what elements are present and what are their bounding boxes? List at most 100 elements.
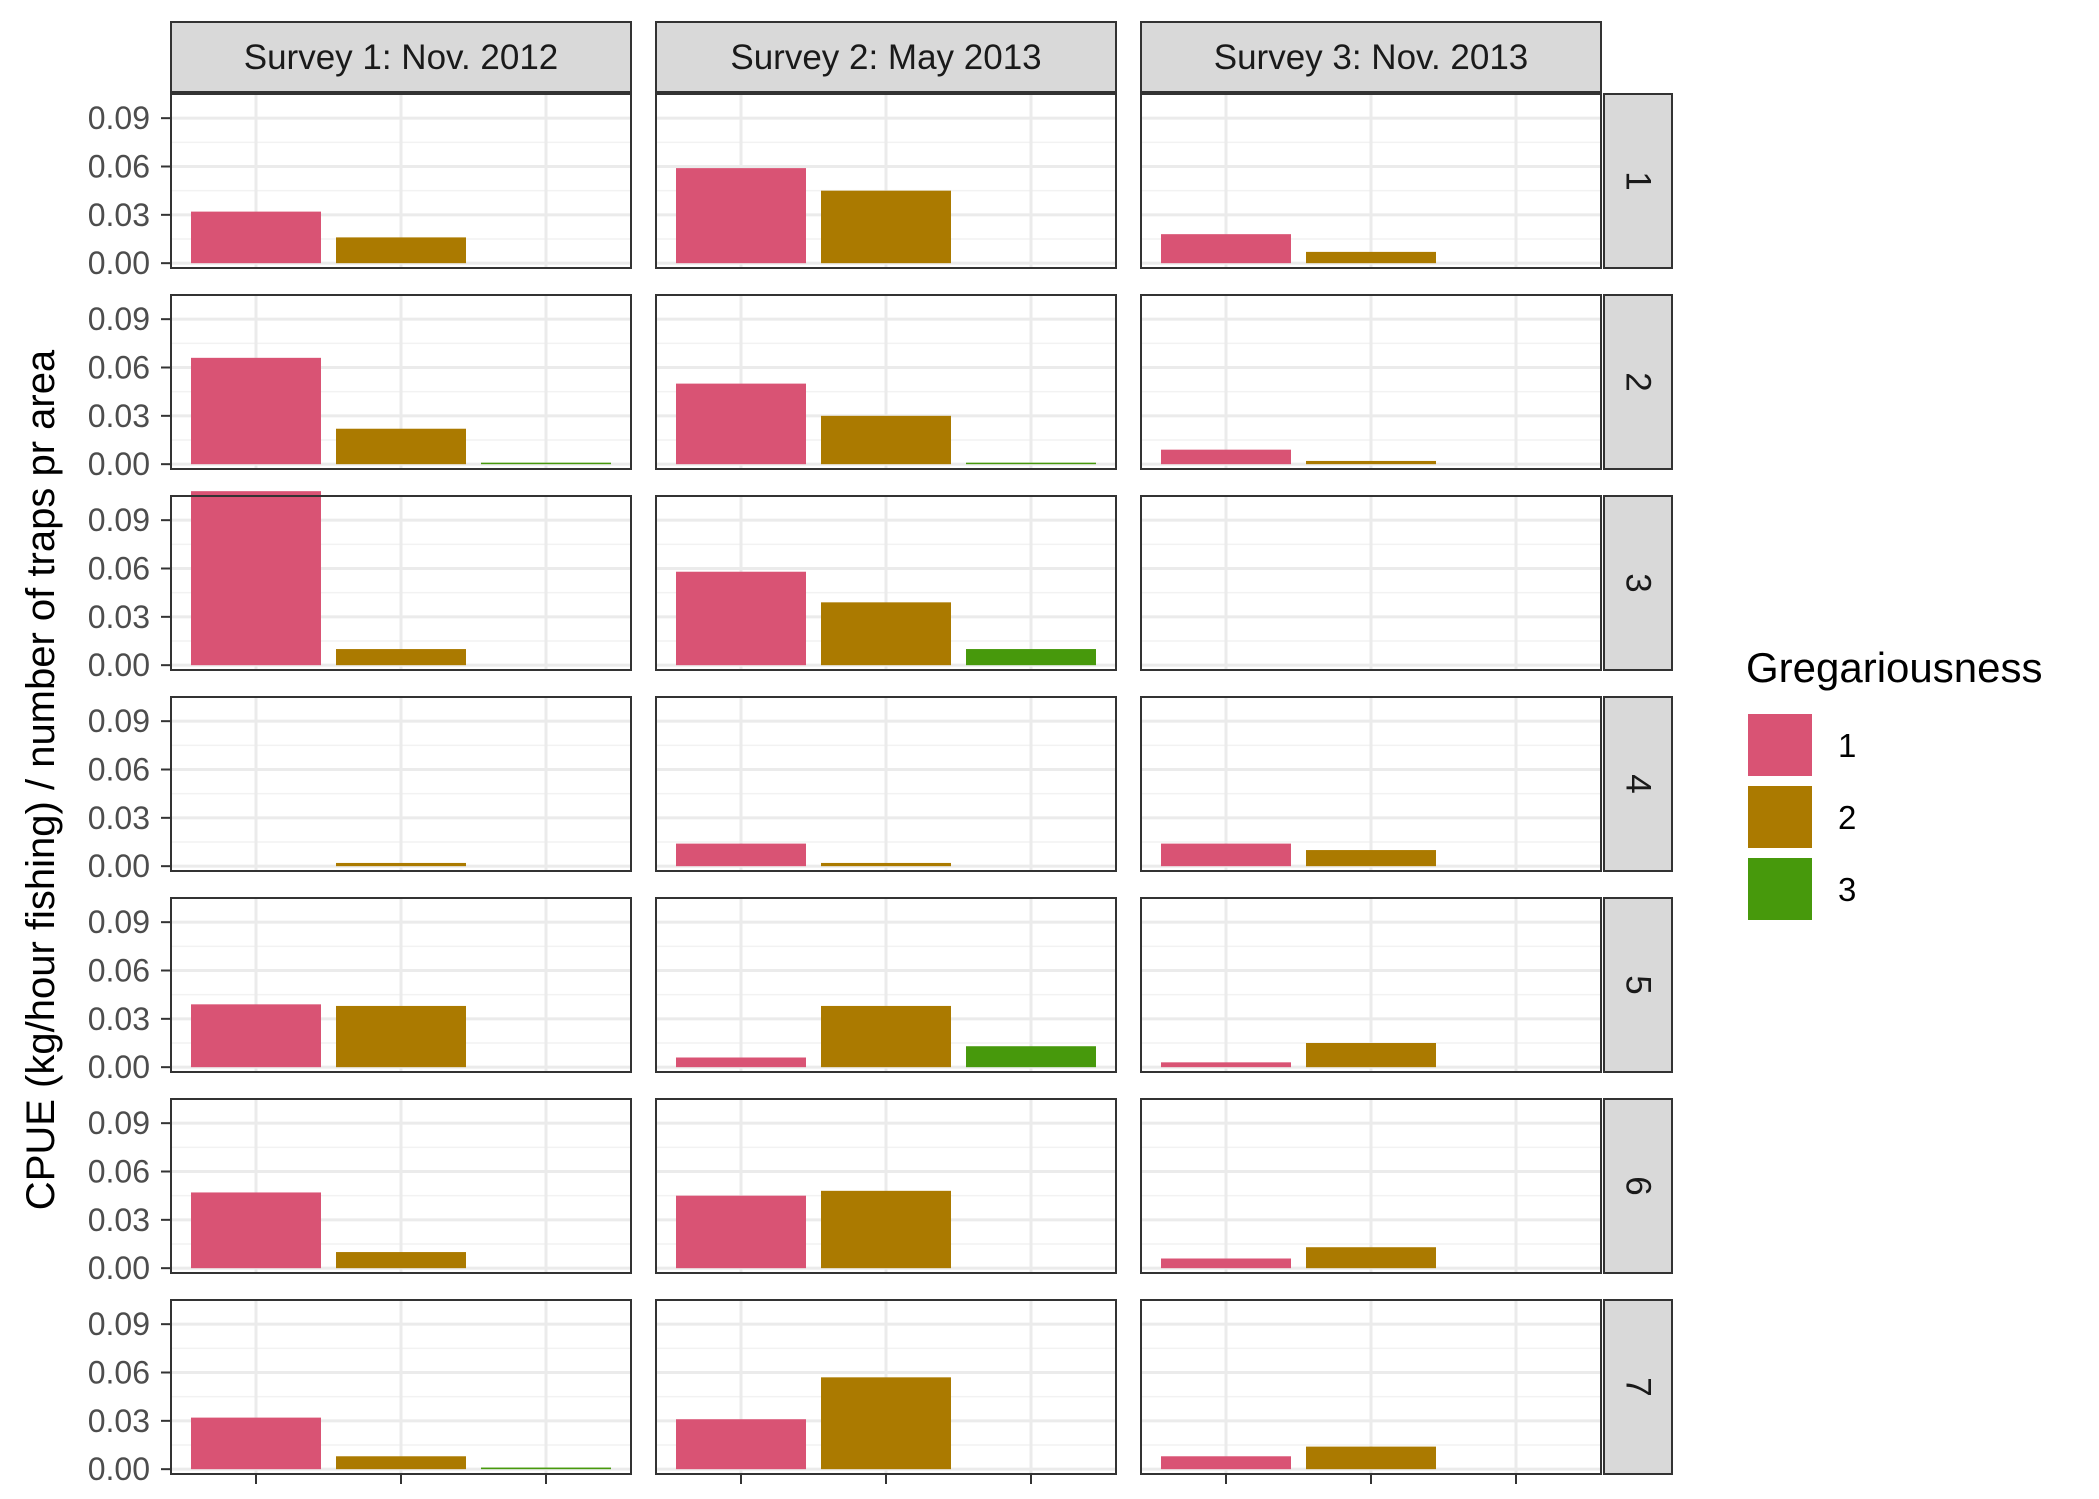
bar-gregariousness-1	[1161, 843, 1291, 867]
bar-gregariousness-3	[966, 649, 1096, 666]
bar-gregariousness-2	[821, 1005, 951, 1068]
y-tick-label: 0.00	[88, 848, 150, 884]
y-tick-label: 0.06	[88, 1355, 150, 1391]
bar-gregariousness-2	[1306, 1247, 1436, 1269]
row-strip: 2	[1603, 294, 1673, 470]
bar-gregariousness-1	[676, 571, 806, 666]
y-tick-label: 0.00	[88, 245, 150, 281]
y-tick-label: 0.06	[88, 752, 150, 788]
panel	[1140, 495, 1602, 671]
column-strip-label: Survey 1: Nov. 2012	[244, 38, 559, 77]
column-strip-bg	[170, 21, 632, 93]
row-strip-label: 5	[1619, 975, 1658, 994]
y-tick-label: 0.00	[88, 446, 150, 482]
row-strip-bg	[1603, 1098, 1673, 1274]
y-tick-label: 0.06	[88, 1154, 150, 1190]
row-strip-label: 4	[1619, 774, 1658, 793]
y-tick-label: 0.00	[88, 647, 150, 683]
row-strip-bg	[1603, 1299, 1673, 1475]
panel-border	[655, 696, 1117, 872]
row-strip: 1	[1603, 93, 1673, 269]
y-tick-label: 0.09	[88, 301, 150, 337]
panel-border	[170, 897, 632, 1073]
legend-label: 1	[1838, 727, 1856, 764]
bar-gregariousness-1	[191, 491, 321, 666]
y-tick-label: 0.06	[88, 551, 150, 587]
panel	[655, 897, 1117, 1073]
y-tick-label: 0.03	[88, 1001, 150, 1037]
bar-gregariousness-1	[191, 1417, 321, 1470]
row-strip: 6	[1603, 1098, 1673, 1274]
panel	[1140, 897, 1602, 1073]
bar-gregariousness-1	[191, 1192, 321, 1269]
bar-gregariousness-2	[1306, 1043, 1436, 1068]
row-strip-label: 2	[1619, 372, 1658, 391]
panel-border	[170, 696, 632, 872]
bar-gregariousness-2	[821, 415, 951, 465]
panel	[1140, 93, 1602, 269]
legend-swatch	[1748, 786, 1812, 848]
bar-gregariousness-2	[1306, 850, 1436, 867]
panel-border	[1140, 294, 1602, 470]
y-tick-label: 0.03	[88, 1403, 150, 1439]
bar-gregariousness-1	[1161, 1258, 1291, 1269]
panel-border	[1140, 696, 1602, 872]
bar-gregariousness-2	[821, 190, 951, 264]
bar-gregariousness-1	[191, 357, 321, 465]
panel-border	[170, 93, 632, 269]
legend-label: 3	[1838, 871, 1856, 908]
row-strip: 7	[1603, 1299, 1673, 1475]
bar-gregariousness-2	[1306, 1446, 1436, 1470]
bar-gregariousness-1	[191, 211, 321, 264]
bar-gregariousness-2	[336, 862, 466, 867]
column-strip-bg	[1140, 21, 1602, 93]
panel	[170, 93, 632, 269]
y-axis-title: CPUE (kg/hour fishing) / number of traps…	[19, 349, 63, 1210]
panel-border	[1140, 1098, 1602, 1274]
row-strip-bg	[1603, 897, 1673, 1073]
row-strip-bg	[1603, 294, 1673, 470]
panel-border	[655, 495, 1117, 671]
panel	[1140, 1299, 1602, 1475]
y-tick-label: 0.03	[88, 599, 150, 635]
bar-gregariousness-1	[676, 1057, 806, 1068]
row-strip: 5	[1603, 897, 1673, 1073]
column-strip: Survey 3: Nov. 2013	[1140, 21, 1602, 93]
panel	[1140, 1098, 1602, 1274]
bar-gregariousness-1	[1161, 1062, 1291, 1068]
legend-title: Gregariousness	[1746, 644, 2042, 691]
bar-gregariousness-1	[676, 1195, 806, 1269]
bar-gregariousness-1	[676, 383, 806, 465]
column-strip-label: Survey 2: May 2013	[730, 38, 1041, 77]
panel	[170, 696, 632, 872]
bar-gregariousness-2	[336, 1252, 466, 1269]
bar-gregariousness-2	[821, 1190, 951, 1269]
bar-gregariousness-2	[336, 1005, 466, 1068]
y-tick-label: 0.09	[88, 1105, 150, 1141]
y-tick-label: 0.03	[88, 398, 150, 434]
y-tick-label: 0.00	[88, 1250, 150, 1286]
legend-swatch	[1748, 858, 1812, 920]
y-tick-label: 0.09	[88, 904, 150, 940]
bar-gregariousness-3	[481, 1467, 611, 1470]
bar-gregariousness-2	[336, 649, 466, 666]
row-strip-bg	[1603, 696, 1673, 872]
y-tick-label: 0.00	[88, 1049, 150, 1085]
panel	[655, 1299, 1117, 1475]
bar-gregariousness-3	[481, 462, 611, 465]
y-tick-label: 0.09	[88, 703, 150, 739]
bar-gregariousness-1	[191, 1004, 321, 1068]
legend: Gregariousness 1 2 3	[1746, 644, 2042, 922]
bar-gregariousness-2	[336, 1456, 466, 1470]
legend-swatch	[1748, 714, 1812, 776]
bar-gregariousness-2	[336, 237, 466, 264]
row-strip-label: 3	[1619, 573, 1658, 592]
row-strip-label: 1	[1619, 171, 1658, 190]
panel	[655, 294, 1117, 470]
panel	[1140, 294, 1602, 470]
panel-border	[655, 294, 1117, 470]
panels-layer	[170, 93, 1602, 1475]
row-strip-label: 7	[1619, 1377, 1658, 1396]
y-tick-label: 0.06	[88, 350, 150, 386]
panel	[170, 491, 632, 671]
